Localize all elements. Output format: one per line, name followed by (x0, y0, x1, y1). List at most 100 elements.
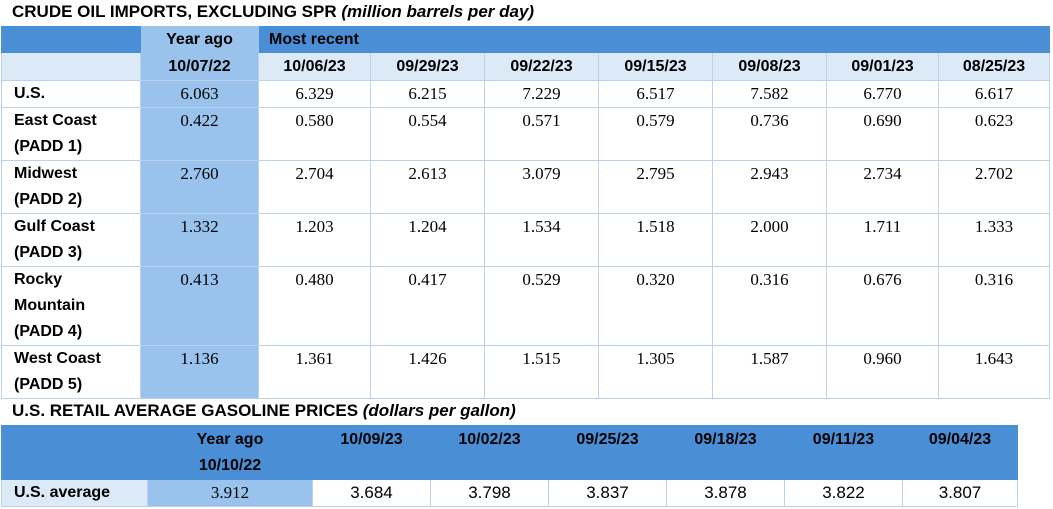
crude-value-cell: 0.571 (484, 107, 599, 161)
crude-date-header: 09/15/23 (598, 52, 713, 81)
crude-row-label: East Coast (PADD 1) (1, 107, 141, 161)
crude-title-text: CRUDE OIL IMPORTS, EXCLUDING SPR (12, 2, 337, 21)
gasoline-year-ago-header: Year ago 10/10/22 (147, 425, 313, 480)
crude-value-cell: 0.960 (826, 345, 939, 399)
crude-row: Rocky Mountain (PADD 4) 0.413 0.480 0.417 0.52… (1, 266, 1051, 346)
crude-date-header: 09/29/23 (370, 52, 485, 81)
crude-row-label: West Coast (PADD 5) (1, 345, 141, 399)
crude-value-cell: 0.316 (937, 266, 1051, 346)
crude-date-header: 09/01/23 (826, 52, 939, 81)
crude-value-cell: 1.305 (598, 345, 713, 399)
crude-most-recent-label: Most recent (257, 26, 1051, 53)
gasoline-date-header: 09/25/23 (548, 425, 667, 480)
crude-year-ago-value: 6.063 (140, 80, 259, 108)
crude-row-label-line: (PADD 1) (14, 138, 83, 155)
crude-row-label: U.S. (1, 80, 141, 108)
gasoline-value-cell: 3.807 (902, 479, 1018, 507)
crude-value-cell: 2.943 (712, 160, 827, 214)
crude-value-cell: 1.711 (826, 213, 939, 267)
gasoline-prices-table: Year ago 10/10/22 10/09/23 10/02/23 09/25/23… (1, 425, 1018, 507)
crude-row: West Coast (PADD 5) 1.136 1.361 1.426 1.515 1.… (1, 345, 1051, 399)
crude-value-cell: 2.795 (598, 160, 713, 214)
crude-value-cell: 1.426 (370, 345, 485, 399)
crude-value-cell: 7.582 (712, 80, 827, 108)
crude-date-header: 09/22/23 (484, 52, 599, 81)
gasoline-year-ago-label: Year ago (196, 431, 264, 448)
crude-row: Midwest (PADD 2) 2.760 2.704 2.613 3.079 2.795… (1, 160, 1051, 214)
crude-value-cell: 0.623 (937, 107, 1051, 161)
crude-row-label-line: (PADD 2) (14, 191, 83, 208)
crude-row-label-line: East Coast (14, 112, 97, 129)
gasoline-year-ago-value: 3.912 (147, 479, 313, 507)
crude-value-cell: 1.204 (370, 213, 485, 267)
gasoline-date-header: 10/09/23 (312, 425, 431, 480)
crude-row: U.S. 6.063 6.329 6.215 7.229 6.517 7.582 6.770 6… (1, 80, 1051, 108)
crude-value-cell: 0.690 (826, 107, 939, 161)
crude-value-cell: 6.329 (258, 80, 371, 108)
crude-value-cell: 1.361 (258, 345, 371, 399)
gasoline-date-header: 10/02/23 (430, 425, 549, 480)
crude-value-cell: 2.704 (258, 160, 371, 214)
crude-row-label-line: Midwest (14, 165, 78, 182)
crude-year-ago-value: 0.422 (140, 107, 259, 161)
crude-title-units: (million barrels per day) (341, 2, 535, 21)
crude-row-label-line: Rocky (14, 271, 63, 288)
crude-value-cell: 0.320 (598, 266, 713, 346)
crude-value-cell: 1.587 (712, 345, 827, 399)
gasoline-row: U.S. average 3.912 3.684 3.798 3.837 3.878 3.8… (1, 479, 1018, 507)
crude-imports-table: Year ago Most recent 10/07/22 10/06/23 09/29… (1, 26, 1051, 399)
crude-value-cell: 3.079 (484, 160, 599, 214)
crude-value-cell: 0.529 (484, 266, 599, 346)
gasoline-year-ago-date: 10/10/22 (198, 457, 262, 474)
crude-header-corner (1, 26, 141, 53)
crude-year-ago-value: 1.332 (140, 213, 259, 267)
crude-row-label-line: U.S. (14, 85, 46, 102)
crude-value-cell: 0.316 (712, 266, 827, 346)
crude-date-header: 10/06/23 (258, 52, 371, 81)
crude-year-ago-value: 1.136 (140, 345, 259, 399)
crude-value-cell: 1.643 (937, 345, 1051, 399)
gasoline-value-cell: 3.822 (784, 479, 903, 507)
crude-row-label-line: Gulf Coast (14, 218, 95, 235)
crude-year-ago-label: Year ago (140, 26, 259, 53)
gasoline-date-header: 09/04/23 (902, 425, 1018, 480)
crude-value-cell: 2.702 (937, 160, 1051, 214)
crude-value-cell: 0.736 (712, 107, 827, 161)
crude-value-cell: 1.534 (484, 213, 599, 267)
crude-value-cell: 0.554 (370, 107, 485, 161)
crude-value-cell: 6.215 (370, 80, 485, 108)
crude-value-cell: 7.229 (484, 80, 599, 108)
crude-value-cell: 6.770 (826, 80, 939, 108)
crude-row-label: Gulf Coast (PADD 3) (1, 213, 141, 267)
crude-value-cell: 2.613 (370, 160, 485, 214)
crude-value-cell: 0.417 (370, 266, 485, 346)
gasoline-prices-title: U.S. RETAIL AVERAGE GASOLINE PRICES (dol… (12, 401, 516, 421)
crude-value-cell: 6.617 (937, 80, 1051, 108)
crude-row-label-line: Mountain (14, 297, 86, 314)
crude-date-header: 08/25/23 (937, 52, 1051, 81)
gasoline-value-cell: 3.684 (312, 479, 431, 507)
gasoline-date-header: 09/18/23 (666, 425, 785, 480)
crude-date-header: 09/08/23 (712, 52, 827, 81)
crude-value-cell: 1.518 (598, 213, 713, 267)
crude-value-cell: 1.333 (937, 213, 1051, 267)
crude-value-cell: 1.203 (258, 213, 371, 267)
crude-header-row-groups: Year ago Most recent (1, 26, 1051, 53)
crude-value-cell: 0.480 (258, 266, 371, 346)
crude-year-ago-value: 2.760 (140, 160, 259, 214)
crude-header-row-dates: 10/07/22 10/06/23 09/29/23 09/22/23 09/15/23… (1, 52, 1051, 81)
crude-row-label: Midwest (PADD 2) (1, 160, 141, 214)
crude-row-label: Rocky Mountain (PADD 4) (1, 266, 141, 346)
crude-value-cell: 1.515 (484, 345, 599, 399)
crude-value-cell: 6.517 (598, 80, 713, 108)
gasoline-value-cell: 3.837 (548, 479, 667, 507)
crude-value-cell: 2.000 (712, 213, 827, 267)
crude-date-header: 10/07/22 (140, 52, 259, 81)
gasoline-date-header: 09/11/23 (784, 425, 903, 480)
crude-row-label-line: (PADD 4) (14, 323, 83, 340)
crude-value-cell: 2.734 (826, 160, 939, 214)
crude-value-cell: 0.676 (826, 266, 939, 346)
crude-row-label-line: (PADD 3) (14, 244, 83, 261)
crude-row-label-line: West Coast (14, 350, 101, 367)
crude-header-blank (1, 52, 141, 81)
